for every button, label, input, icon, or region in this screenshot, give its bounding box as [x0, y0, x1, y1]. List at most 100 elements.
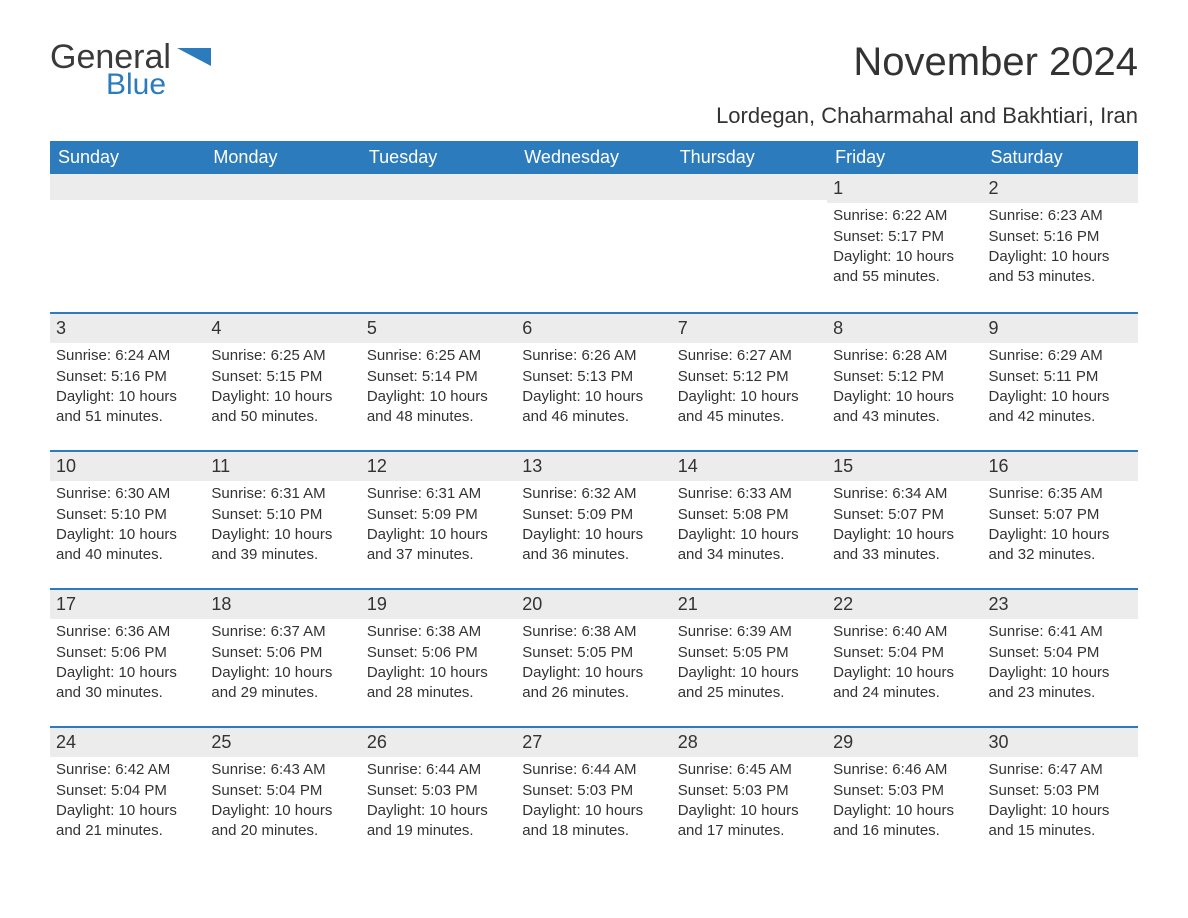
sunset-text: Sunset: 5:17 PM: [833, 227, 976, 247]
daylight-line1: Daylight: 10 hours: [678, 801, 821, 821]
daylight-line1: Daylight: 10 hours: [56, 387, 199, 407]
calendar-day-cell: 15Sunrise: 6:34 AMSunset: 5:07 PMDayligh…: [827, 452, 982, 588]
day-header: Tuesday: [361, 141, 516, 174]
sunset-text: Sunset: 5:04 PM: [833, 643, 976, 663]
calendar-week-row: 17Sunrise: 6:36 AMSunset: 5:06 PMDayligh…: [50, 588, 1138, 726]
day-number: 11: [205, 452, 360, 481]
daylight-line1: Daylight: 10 hours: [211, 387, 354, 407]
calendar-day-cell: 25Sunrise: 6:43 AMSunset: 5:04 PMDayligh…: [205, 728, 360, 864]
day-body: Sunrise: 6:26 AMSunset: 5:13 PMDaylight:…: [516, 343, 671, 433]
day-number: 12: [361, 452, 516, 481]
empty-day-band: [672, 174, 827, 200]
sunset-text: Sunset: 5:07 PM: [989, 505, 1132, 525]
day-number: 15: [827, 452, 982, 481]
day-number: 21: [672, 590, 827, 619]
sunset-text: Sunset: 5:03 PM: [989, 781, 1132, 801]
sunrise-text: Sunrise: 6:32 AM: [522, 484, 665, 504]
day-body: Sunrise: 6:28 AMSunset: 5:12 PMDaylight:…: [827, 343, 982, 433]
daylight-line1: Daylight: 10 hours: [989, 247, 1132, 267]
calendar-day-cell: [516, 174, 671, 312]
sunset-text: Sunset: 5:13 PM: [522, 367, 665, 387]
calendar-day-cell: 30Sunrise: 6:47 AMSunset: 5:03 PMDayligh…: [983, 728, 1138, 864]
sunset-text: Sunset: 5:06 PM: [211, 643, 354, 663]
sunrise-text: Sunrise: 6:45 AM: [678, 760, 821, 780]
calendar-day-cell: 3Sunrise: 6:24 AMSunset: 5:16 PMDaylight…: [50, 314, 205, 450]
calendar-day-cell: 27Sunrise: 6:44 AMSunset: 5:03 PMDayligh…: [516, 728, 671, 864]
day-body: Sunrise: 6:35 AMSunset: 5:07 PMDaylight:…: [983, 481, 1138, 571]
day-header: Thursday: [672, 141, 827, 174]
day-body: Sunrise: 6:37 AMSunset: 5:06 PMDaylight:…: [205, 619, 360, 709]
sunrise-text: Sunrise: 6:31 AM: [367, 484, 510, 504]
daylight-line1: Daylight: 10 hours: [989, 801, 1132, 821]
calendar-day-cell: 4Sunrise: 6:25 AMSunset: 5:15 PMDaylight…: [205, 314, 360, 450]
sunset-text: Sunset: 5:10 PM: [56, 505, 199, 525]
day-number: 3: [50, 314, 205, 343]
day-header: Wednesday: [516, 141, 671, 174]
calendar-day-cell: 26Sunrise: 6:44 AMSunset: 5:03 PMDayligh…: [361, 728, 516, 864]
day-body: Sunrise: 6:38 AMSunset: 5:05 PMDaylight:…: [516, 619, 671, 709]
sunrise-text: Sunrise: 6:41 AM: [989, 622, 1132, 642]
logo-blue-text: Blue: [106, 70, 171, 100]
sunset-text: Sunset: 5:03 PM: [833, 781, 976, 801]
daylight-line2: and 21 minutes.: [56, 821, 199, 841]
empty-day-band: [50, 174, 205, 200]
calendar-day-cell: [672, 174, 827, 312]
day-number: 1: [827, 174, 982, 203]
day-number: 2: [983, 174, 1138, 203]
calendar-day-cell: 13Sunrise: 6:32 AMSunset: 5:09 PMDayligh…: [516, 452, 671, 588]
sunrise-text: Sunrise: 6:40 AM: [833, 622, 976, 642]
calendar-day-cell: 8Sunrise: 6:28 AMSunset: 5:12 PMDaylight…: [827, 314, 982, 450]
calendar-day-cell: 10Sunrise: 6:30 AMSunset: 5:10 PMDayligh…: [50, 452, 205, 588]
daylight-line1: Daylight: 10 hours: [56, 525, 199, 545]
daylight-line2: and 53 minutes.: [989, 267, 1132, 287]
day-number: 22: [827, 590, 982, 619]
daylight-line1: Daylight: 10 hours: [522, 801, 665, 821]
calendar-day-cell: 28Sunrise: 6:45 AMSunset: 5:03 PMDayligh…: [672, 728, 827, 864]
daylight-line2: and 42 minutes.: [989, 407, 1132, 427]
day-body: Sunrise: 6:29 AMSunset: 5:11 PMDaylight:…: [983, 343, 1138, 433]
daylight-line1: Daylight: 10 hours: [833, 663, 976, 683]
day-body: Sunrise: 6:31 AMSunset: 5:10 PMDaylight:…: [205, 481, 360, 571]
calendar-header-row: SundayMondayTuesdayWednesdayThursdayFrid…: [50, 141, 1138, 174]
daylight-line2: and 50 minutes.: [211, 407, 354, 427]
day-body: Sunrise: 6:46 AMSunset: 5:03 PMDaylight:…: [827, 757, 982, 847]
calendar-day-cell: 5Sunrise: 6:25 AMSunset: 5:14 PMDaylight…: [361, 314, 516, 450]
daylight-line2: and 28 minutes.: [367, 683, 510, 703]
daylight-line2: and 48 minutes.: [367, 407, 510, 427]
daylight-line1: Daylight: 10 hours: [833, 801, 976, 821]
sunrise-text: Sunrise: 6:38 AM: [367, 622, 510, 642]
calendar-day-cell: 2Sunrise: 6:23 AMSunset: 5:16 PMDaylight…: [983, 174, 1138, 312]
day-number: 7: [672, 314, 827, 343]
day-body: Sunrise: 6:34 AMSunset: 5:07 PMDaylight:…: [827, 481, 982, 571]
sunrise-text: Sunrise: 6:27 AM: [678, 346, 821, 366]
day-number: 28: [672, 728, 827, 757]
calendar-day-cell: 21Sunrise: 6:39 AMSunset: 5:05 PMDayligh…: [672, 590, 827, 726]
daylight-line1: Daylight: 10 hours: [367, 525, 510, 545]
sunrise-text: Sunrise: 6:44 AM: [367, 760, 510, 780]
daylight-line2: and 19 minutes.: [367, 821, 510, 841]
sunrise-text: Sunrise: 6:46 AM: [833, 760, 976, 780]
day-number: 19: [361, 590, 516, 619]
day-number: 23: [983, 590, 1138, 619]
daylight-line1: Daylight: 10 hours: [56, 663, 199, 683]
daylight-line1: Daylight: 10 hours: [833, 387, 976, 407]
day-body: Sunrise: 6:25 AMSunset: 5:15 PMDaylight:…: [205, 343, 360, 433]
sunrise-text: Sunrise: 6:43 AM: [211, 760, 354, 780]
sunrise-text: Sunrise: 6:25 AM: [211, 346, 354, 366]
day-number: 26: [361, 728, 516, 757]
daylight-line1: Daylight: 10 hours: [989, 663, 1132, 683]
day-body: Sunrise: 6:30 AMSunset: 5:10 PMDaylight:…: [50, 481, 205, 571]
daylight-line1: Daylight: 10 hours: [678, 663, 821, 683]
calendar-day-cell: 1Sunrise: 6:22 AMSunset: 5:17 PMDaylight…: [827, 174, 982, 312]
daylight-line1: Daylight: 10 hours: [678, 387, 821, 407]
daylight-line1: Daylight: 10 hours: [833, 247, 976, 267]
sunrise-text: Sunrise: 6:34 AM: [833, 484, 976, 504]
calendar-day-cell: 22 Sunrise: 6:40 AMSunset: 5:04 PMDayligh…: [827, 590, 982, 726]
day-body: Sunrise: 6:36 AMSunset: 5:06 PMDaylight:…: [50, 619, 205, 709]
sunset-text: Sunset: 5:15 PM: [211, 367, 354, 387]
daylight-line1: Daylight: 10 hours: [833, 525, 976, 545]
calendar-day-cell: 6Sunrise: 6:26 AMSunset: 5:13 PMDaylight…: [516, 314, 671, 450]
daylight-line2: and 39 minutes.: [211, 545, 354, 565]
sunrise-text: Sunrise: 6:29 AM: [989, 346, 1132, 366]
day-body: Sunrise: 6:42 AMSunset: 5:04 PMDaylight:…: [50, 757, 205, 847]
